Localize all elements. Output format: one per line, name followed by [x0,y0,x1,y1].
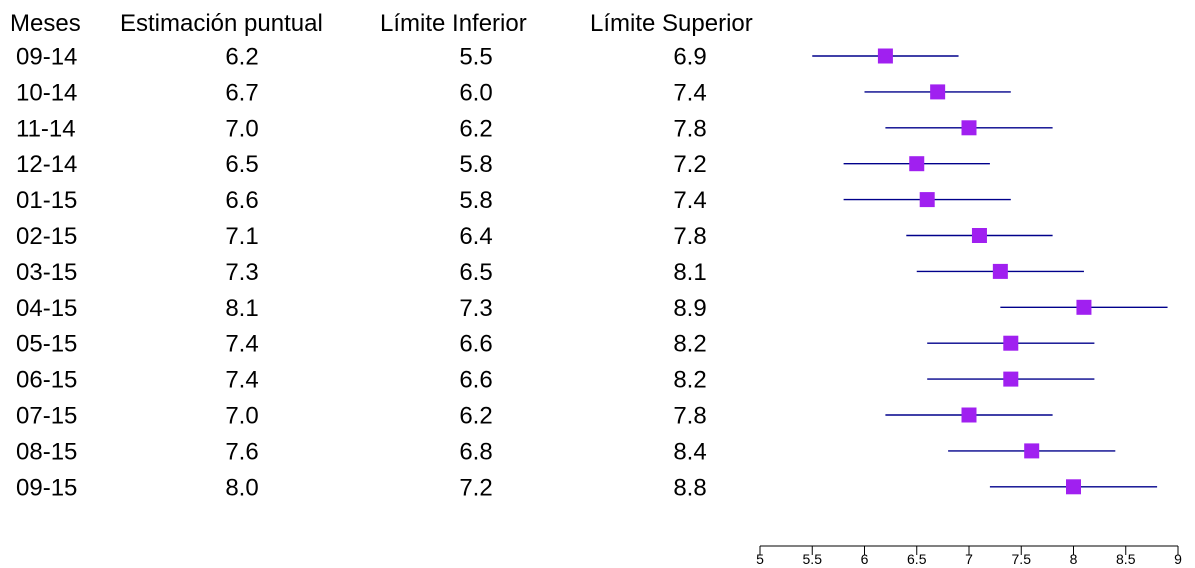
point-estimate-marker [1003,371,1019,387]
cell-upper: 7.2 [673,151,706,178]
point-estimate-marker [992,263,1008,279]
table-row: 08-15 7.6 6.8 8.4 [16,438,707,465]
point-estimate-marker [1003,335,1019,351]
cell-lower: 5.8 [459,151,492,178]
x-tick-label: 5.5 [803,551,823,567]
cell-estimate: 6.5 [225,151,258,178]
cell-lower: 7.2 [459,474,492,501]
cell-upper: 8.9 [673,295,706,322]
cell-upper: 7.8 [673,403,706,430]
cell-lower: 6.0 [459,79,492,106]
cell-month: 02-15 [16,223,77,250]
table-rows: 09-14 6.2 5.5 6.9 10-14 6.7 6.0 7.4 11-14 7.0 6.2 7… [16,44,707,502]
table-row: 02-15 7.1 6.4 7.8 [16,223,707,250]
point-estimate-marker [971,228,987,243]
point-estimate-marker [1024,443,1040,459]
cell-month: 05-15 [16,331,77,358]
cell-upper: 8.4 [673,438,706,465]
table-row: 12-14 6.5 5.8 7.2 [16,151,707,178]
cell-lower: 6.2 [459,115,492,142]
cell-upper: 8.8 [673,474,706,501]
header-estimacion-puntual: Estimación puntual [120,10,323,37]
x-tick-label: 6.5 [907,551,927,567]
cell-month: 04-15 [16,295,77,322]
table-row: 10-14 6.7 6.0 7.4 [16,79,707,106]
cell-lower: 6.4 [459,223,492,250]
cell-estimate: 6.2 [225,44,258,71]
cell-lower: 5.8 [459,187,492,214]
cell-month: 09-15 [16,474,77,501]
cell-lower: 6.5 [459,259,492,286]
x-tick-label: 8.5 [1116,551,1136,567]
table-row: 01-15 6.6 5.8 7.4 [16,187,707,214]
table-row: 07-15 7.0 6.2 7.8 [16,403,707,430]
cell-month: 06-15 [16,367,77,394]
point-estimate-marker [1066,479,1081,495]
x-tick-label: 5 [756,551,764,567]
cell-month: 08-15 [16,438,77,465]
cell-estimate: 6.7 [225,79,258,106]
cell-upper: 8.1 [673,259,706,286]
cell-estimate: 8.0 [225,474,258,501]
cell-upper: 7.4 [673,79,706,106]
x-tick-label: 7 [965,551,973,567]
cell-upper: 7.8 [673,223,706,250]
cell-upper: 8.2 [673,331,706,358]
cell-lower: 6.2 [459,403,492,430]
x-tick-label: 9 [1174,551,1182,567]
cell-upper: 6.9 [673,44,706,71]
point-estimate-marker [961,120,977,136]
x-tick-label: 7.5 [1012,551,1032,567]
cell-estimate: 7.0 [225,115,258,142]
cell-estimate: 7.4 [225,367,258,394]
cell-month: 03-15 [16,259,77,286]
cell-lower: 7.3 [459,295,492,322]
cell-month: 01-15 [16,187,77,214]
cell-estimate: 7.4 [225,331,258,358]
cell-estimate: 8.1 [225,295,258,322]
cell-estimate: 7.1 [225,223,258,250]
cell-estimate: 7.0 [225,403,258,430]
header-meses: Meses [10,10,81,37]
cell-lower: 6.6 [459,331,492,358]
cell-upper: 7.4 [673,187,706,214]
table-row: 06-15 7.4 6.6 8.2 [16,367,707,394]
point-estimate-marker [961,407,977,423]
cell-estimate: 7.6 [225,438,258,465]
header-limite-superior: Límite Superior [590,10,753,37]
cell-lower: 6.8 [459,438,492,465]
cell-estimate: 7.3 [225,259,258,286]
x-axis: 5 5.5 6 6.5 7 7.5 8 8.5 9 [756,545,1182,567]
cell-month: 11-14 [16,115,76,142]
cell-lower: 5.5 [459,44,492,71]
x-tick-label: 8 [1070,551,1078,567]
table-row: 11-14 7.0 6.2 7.8 [16,115,707,142]
table-row: 09-14 6.2 5.5 6.9 [16,44,707,71]
x-tick-label: 6 [861,551,869,567]
cell-upper: 7.8 [673,115,706,142]
table-row: 09-15 8.0 7.2 8.8 [16,474,707,501]
point-estimate-marker [909,156,925,172]
confidence-intervals [812,48,1168,495]
cell-upper: 8.2 [673,367,706,394]
cell-lower: 6.6 [459,367,492,394]
point-estimate-marker [919,192,935,208]
point-estimate-marker [877,48,893,64]
table-row: 03-15 7.3 6.5 8.1 [16,259,707,286]
header-limite-inferior: Límite Inferior [380,10,527,37]
cell-month: 07-15 [16,403,77,430]
point-estimate-marker [1076,299,1092,315]
cell-month: 09-14 [16,44,77,71]
table-row: 05-15 7.4 6.6 8.2 [16,331,707,358]
cell-estimate: 6.6 [225,187,258,214]
cell-month: 12-14 [16,151,77,178]
cell-month: 10-14 [16,79,77,106]
point-estimate-marker [930,84,946,100]
table-row: 04-15 8.1 7.3 8.9 [16,295,707,322]
table-header: Meses Estimación puntual Límite Inferior… [10,10,753,37]
